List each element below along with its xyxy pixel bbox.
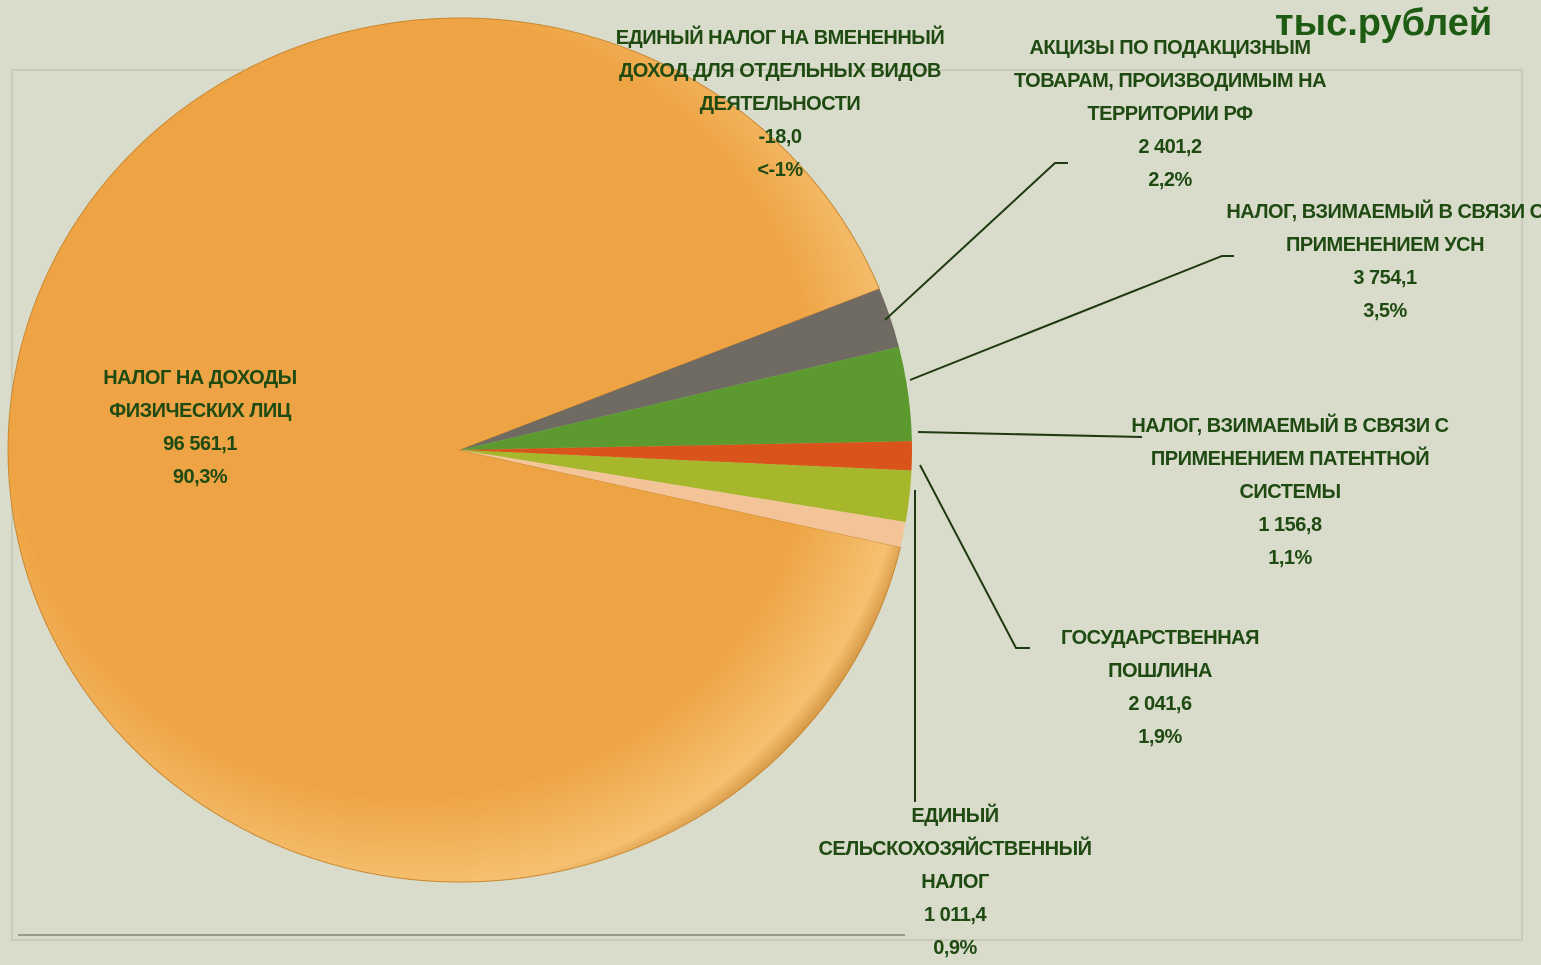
label-percent: 1,1% xyxy=(1268,547,1312,569)
label-name: ЕДИНЫЙ НАЛОГ НА ВМЕНЕННЫЙ ДОХОД ДЛЯ ОТДЕ… xyxy=(615,27,945,115)
label-value: 1 011,4 xyxy=(923,904,987,926)
slice-label: НАЛОГ НА ДОХОДЫ ФИЗИЧЕСКИХ ЛИЦ 96 561,1 90… xyxy=(60,362,340,494)
pie-slice xyxy=(460,288,899,450)
label-percent: 1,9% xyxy=(1138,726,1182,748)
pie-slice xyxy=(460,450,906,548)
label-name: НАЛОГ, ВЗИМАЕМЫЙ В СВЯЗИ С ПРИМЕНЕНИЕМ У… xyxy=(1226,201,1541,256)
label-percent: 90,3% xyxy=(172,466,228,488)
slice-label: НАЛОГ, ВЗИМАЕМЫЙ В СВЯЗИ С ПРИМЕНЕНИЕМ У… xyxy=(1225,196,1541,328)
leader-line xyxy=(919,464,1030,649)
pie-slice xyxy=(460,450,912,523)
label-value: 1 156,8 xyxy=(1258,514,1322,536)
leader-line xyxy=(917,431,1143,438)
leader-line xyxy=(909,255,1234,381)
chart-title: тыс.рублей xyxy=(1275,2,1493,44)
pie-slice xyxy=(460,441,913,471)
label-name: ЕДИНЫЙ СЕЛЬСКОХОЗЯЙСТВЕННЫЙ НАЛОГ xyxy=(818,805,1092,893)
label-percent: 0,9% xyxy=(933,937,977,959)
label-value: 2 041,6 xyxy=(1128,693,1192,715)
slices xyxy=(7,17,913,883)
pie-slice xyxy=(7,17,902,883)
label-percent: <-1% xyxy=(757,159,803,181)
slice-label: ЕДИНЫЙ СЕЛЬСКОХОЗЯЙСТВЕННЫЙ НАЛОГ 1 011,4… xyxy=(785,800,1125,965)
slice-label: ЕДИНЫЙ НАЛОГ НА ВМЕНЕННЫЙ ДОХОД ДЛЯ ОТДЕ… xyxy=(610,22,950,187)
slice-label: НАЛОГ, ВЗИМАЕМЫЙ В СВЯЗИ С ПРИМЕНЕНИЕМ П… xyxy=(1125,410,1455,575)
label-value: -18,0 xyxy=(758,126,802,148)
label-name: НАЛОГ, ВЗИМАЕМЫЙ В СВЯЗИ С ПРИМЕНЕНИЕМ П… xyxy=(1131,415,1449,503)
label-percent: 2,2% xyxy=(1148,169,1192,191)
pie-slice xyxy=(460,346,912,450)
leaders xyxy=(884,162,1234,802)
leader-line xyxy=(884,162,1068,321)
label-value: 2 401,2 xyxy=(1138,136,1202,158)
slice-label: АКЦИЗЫ ПО ПОДАКЦИЗНЫМ ТОВАРАМ, ПРОИЗВОДИ… xyxy=(995,32,1345,197)
label-percent: 3,5% xyxy=(1363,300,1407,322)
slice-label: ГОСУДАРСТВЕННАЯ ПОШЛИНА 2 041,6 1,9% xyxy=(1015,622,1305,754)
label-value: 3 754,1 xyxy=(1353,267,1417,289)
label-name: ГОСУДАРСТВЕННАЯ ПОШЛИНА xyxy=(1061,627,1259,682)
label-value: 96 561,1 xyxy=(163,433,237,455)
label-name: АКЦИЗЫ ПО ПОДАКЦИЗНЫМ ТОВАРАМ, ПРОИЗВОДИ… xyxy=(1013,37,1327,125)
label-name: НАЛОГ НА ДОХОДЫ ФИЗИЧЕСКИХ ЛИЦ xyxy=(103,367,297,422)
